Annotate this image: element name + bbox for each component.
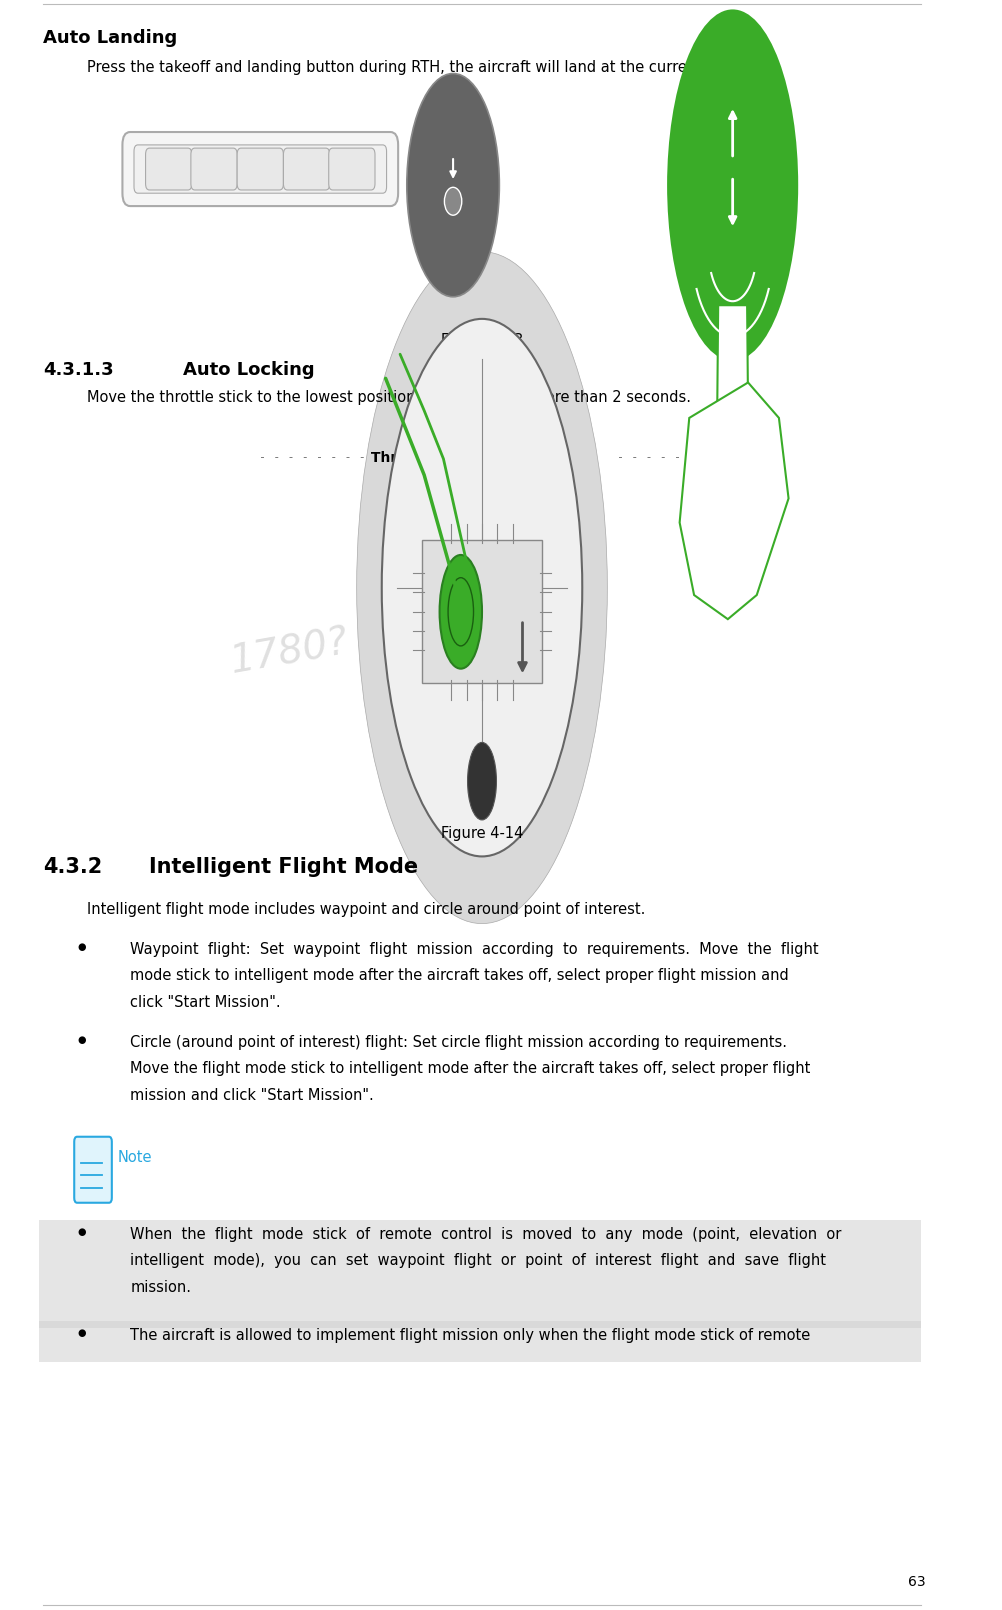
- Text: 63: 63: [907, 1575, 925, 1589]
- Text: Waypoint  flight:  Set  waypoint  flight  mission  according  to  requirements. : Waypoint flight: Set waypoint flight mis…: [130, 942, 818, 956]
- Ellipse shape: [444, 187, 461, 216]
- FancyBboxPatch shape: [74, 1137, 111, 1203]
- FancyBboxPatch shape: [422, 541, 541, 683]
- FancyBboxPatch shape: [122, 132, 398, 206]
- Text: mode stick to intelligent mode after the aircraft takes off, select proper fligh: mode stick to intelligent mode after the…: [130, 969, 789, 984]
- Text: Figure 4-14: Figure 4-14: [440, 826, 523, 840]
- Text: 1780?: 1780?: [226, 623, 351, 681]
- Ellipse shape: [666, 10, 798, 361]
- Text: intelligent  mode),  you  can  set  waypoint  flight  or  point  of  interest  f: intelligent mode), you can set waypoint …: [130, 1254, 826, 1269]
- Text: ●: ●: [77, 1035, 85, 1045]
- Ellipse shape: [382, 319, 582, 857]
- Text: - - - - - - - -: - - - - - - - -: [616, 451, 723, 464]
- Ellipse shape: [407, 74, 499, 296]
- FancyBboxPatch shape: [236, 148, 284, 190]
- Text: Figure 4-13: Figure 4-13: [441, 333, 523, 348]
- Polygon shape: [679, 383, 788, 620]
- Text: 4.3.1.3: 4.3.1.3: [43, 361, 114, 378]
- FancyBboxPatch shape: [38, 1220, 920, 1328]
- Text: Circle (around point of interest) flight: Set circle flight mission according to: Circle (around point of interest) flight…: [130, 1035, 787, 1050]
- Text: click "Start Mission".: click "Start Mission".: [130, 995, 281, 1009]
- Text: mission and click "Start Mission".: mission and click "Start Mission".: [130, 1088, 374, 1103]
- Polygon shape: [716, 306, 747, 467]
- Text: Throttle Stick: Throttle Stick: [366, 451, 483, 465]
- Text: The aircraft is allowed to implement flight mission only when the flight mode st: The aircraft is allowed to implement fli…: [130, 1328, 810, 1343]
- Text: ●: ●: [77, 1227, 85, 1236]
- Text: Note: Note: [117, 1150, 152, 1164]
- Text: Auto Landing: Auto Landing: [43, 29, 177, 47]
- FancyBboxPatch shape: [329, 148, 375, 190]
- Text: Move the flight mode stick to intelligent mode after the aircraft takes off, sel: Move the flight mode stick to intelligen…: [130, 1061, 810, 1077]
- Text: ●: ●: [77, 942, 85, 952]
- Text: Move the throttle stick to the lowest position and keep it for more than 2 secon: Move the throttle stick to the lowest po…: [87, 390, 690, 404]
- Text: When  the  flight  mode  stick  of  remote  control  is  moved  to  any  mode  (: When the flight mode stick of remote con…: [130, 1227, 841, 1241]
- Ellipse shape: [439, 555, 482, 668]
- Text: mission.: mission.: [130, 1280, 191, 1294]
- Text: - - - - - - - -: - - - - - - - -: [260, 451, 366, 464]
- FancyBboxPatch shape: [284, 148, 330, 190]
- Ellipse shape: [467, 742, 496, 819]
- Text: Press the takeoff and landing button during RTH, the aircraft will land at the c: Press the takeoff and landing button dur…: [87, 60, 769, 74]
- FancyBboxPatch shape: [38, 1322, 920, 1362]
- Ellipse shape: [357, 251, 607, 924]
- Text: Auto Locking: Auto Locking: [183, 361, 315, 378]
- Text: Intelligent flight mode includes waypoint and circle around point of interest.: Intelligent flight mode includes waypoin…: [87, 902, 644, 916]
- FancyBboxPatch shape: [190, 148, 236, 190]
- FancyBboxPatch shape: [134, 145, 386, 193]
- FancyBboxPatch shape: [145, 148, 191, 190]
- Text: Intelligent Flight Mode: Intelligent Flight Mode: [149, 857, 418, 876]
- Text: ●: ●: [77, 1328, 85, 1338]
- Text: 4.3.2: 4.3.2: [43, 857, 102, 876]
